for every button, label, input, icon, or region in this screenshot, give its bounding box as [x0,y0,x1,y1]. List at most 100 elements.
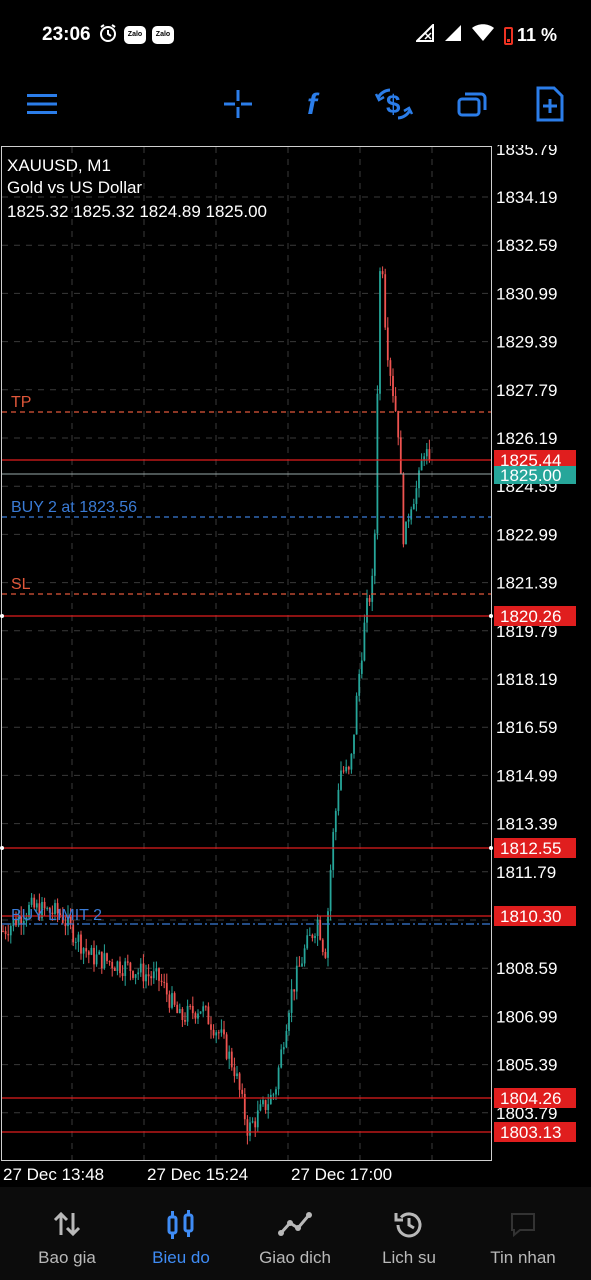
candle-body [28,904,30,918]
nav-chart[interactable]: Bieu do [122,1187,240,1280]
battery-indicator: 11 % [503,25,557,46]
candle-body [337,789,340,811]
candle-body [293,989,296,992]
signal-icon [444,24,462,47]
symbols-button[interactable]: $ [374,84,414,124]
candle-body [428,449,431,461]
line-handle[interactable] [489,846,493,850]
menu-button[interactable] [22,84,62,124]
nav-trade[interactable]: Giao dich [236,1187,354,1280]
zalo-icon: Zalo [124,26,146,44]
bottom-navigation: Bao gia Bieu do Giao dich Lich su Tin nh… [0,1187,591,1280]
indicators-icon: f [307,88,320,121]
candle-body [217,1032,220,1034]
candle-body [137,972,140,975]
candle-body [233,1067,236,1077]
candle-body [334,810,337,833]
candle-body [20,916,23,925]
candle-body [303,948,306,964]
candle-body [384,274,387,328]
chart-canvas[interactable]: TP BUY 2 at 1823.56 SL BUY LIMIT 2 1835.… [0,140,591,1185]
price-axis-label: 1806.99 [496,1007,557,1026]
indicators-button[interactable]: f [296,84,336,124]
candle-body [329,869,332,912]
candle-body [178,1009,181,1014]
candle-body [405,521,407,545]
candle-body [288,1012,290,1031]
level-tag-5 [494,1122,576,1142]
nav-label: Bao gia [38,1248,96,1267]
crosshair-button[interactable] [218,84,258,124]
ask-price-text: 1825.00 [500,466,561,485]
chart-toolbar: f $ [0,70,591,136]
status-time: 23:06 [42,24,91,45]
signal-off-icon [414,22,434,47]
price-axis-label: 1835.79 [496,145,557,159]
nav-label: Lich su [382,1248,436,1267]
time-label: 27 Dec 13:48 [3,1165,104,1184]
candle-body [64,923,67,927]
candle-body [363,622,366,661]
nav-quotes[interactable]: Bao gia [8,1187,126,1280]
candle-body [17,916,20,926]
candle-body [7,934,10,936]
svg-text:$: $ [386,89,401,119]
candle-body [61,914,64,924]
candle-body [139,963,142,973]
buy-position-label: BUY 2 at 1823.56 [11,499,137,516]
candle-body [220,1029,223,1033]
candle-body [134,974,137,978]
candle-body [243,1093,246,1120]
candle-body [355,695,358,735]
candle-body [168,994,171,1008]
candle-body [319,919,322,940]
candle-body [254,1121,257,1128]
candle-body [241,1089,244,1094]
new-order-button[interactable] [530,84,570,124]
line-handle[interactable] [0,614,4,618]
candle-body [116,961,119,971]
candle-body [397,410,400,438]
buy-limit-label: BUY LIMIT 2 [11,907,102,924]
sl-label: SL [11,576,31,593]
candle-body [176,1004,179,1014]
candle-body [165,982,168,995]
candle-body [316,919,319,936]
candle-body [93,947,95,965]
nav-history[interactable]: Lich su [350,1187,468,1280]
price-chart[interactable]: TP BUY 2 at 1823.56 SL BUY LIMIT 2 1835.… [0,140,591,1185]
candle-body [295,965,298,992]
candle-body [350,753,353,770]
candle-body [189,1005,192,1007]
candle-body [327,911,329,958]
nav-messages[interactable]: Tin nhan [464,1187,582,1280]
status-notification-icons: Zalo Zalo [98,23,174,46]
candle-body [425,449,428,457]
candle-body [67,915,69,927]
candle-body [386,327,389,361]
candle-body [48,907,51,913]
windows-button[interactable] [452,84,492,124]
candle-body [249,1122,251,1136]
candle-body [2,930,4,932]
candle-body [74,941,77,943]
candle-body [72,923,75,943]
line-handle[interactable] [489,614,493,618]
messages-icon [464,1209,582,1243]
candle-body [373,533,376,576]
candle-body [82,948,85,954]
candle-body [269,1094,272,1105]
candle-body [311,934,314,939]
level-tag-4-text: 1804.26 [500,1089,561,1108]
candle-body [371,575,374,602]
candle-body [353,734,355,754]
symbol-timeframe: XAUUSD, M1 [7,156,111,175]
candle-body [389,360,392,376]
candle-body [381,271,384,275]
nav-label: Tin nhan [490,1248,556,1267]
candle-body [332,832,335,870]
candle-body [9,926,12,936]
status-right: 11 % [414,22,557,47]
line-handle[interactable] [0,846,4,850]
candle-body [298,965,301,967]
